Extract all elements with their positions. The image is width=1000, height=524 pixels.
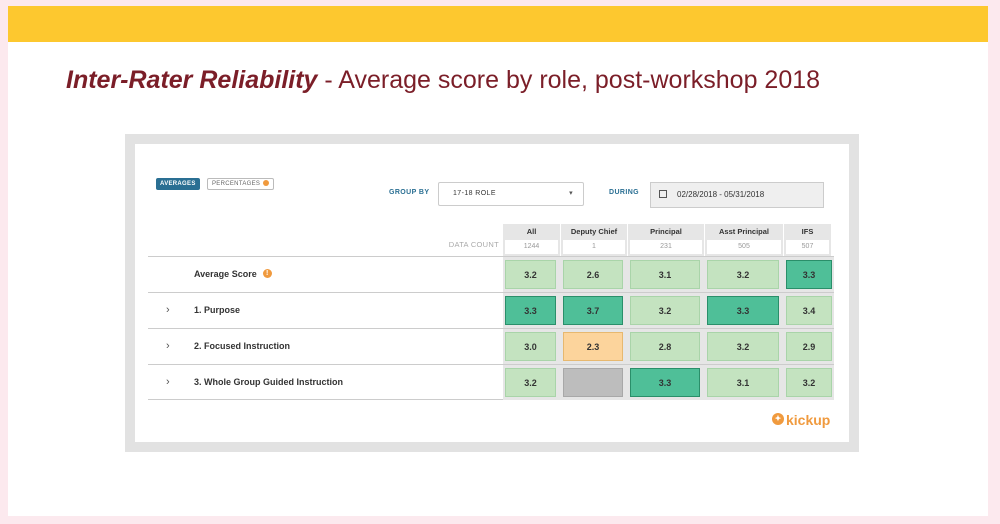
- score-cell: 2.9: [786, 332, 832, 361]
- chevron-right-icon[interactable]: ›: [166, 340, 170, 352]
- percentages-label: PERCENTAGES: [212, 181, 261, 187]
- column-count: 231: [630, 240, 702, 254]
- screenshot-frame: AVERAGES PERCENTAGES GROUP BY 17-18 ROLE…: [125, 134, 859, 452]
- averages-button[interactable]: AVERAGES: [156, 178, 200, 190]
- kickup-logo: ✦ kickup: [772, 412, 830, 428]
- score-cell: 3.3: [630, 368, 700, 397]
- score-cell: 3.3: [707, 296, 779, 325]
- page-title: Inter-Rater Reliability - Average score …: [66, 66, 820, 95]
- table-row-purpose[interactable]: › 1. Purpose 3.3 3.7 3.2 3.3 3.4: [148, 292, 834, 328]
- column-name: Asst Principal: [718, 227, 770, 236]
- column-header-deputy-chief[interactable]: Deputy Chief 1: [561, 224, 627, 256]
- top-banner: [8, 6, 988, 42]
- column-name: IFS: [801, 227, 814, 236]
- data-count-label: DATA COUNT: [448, 240, 499, 249]
- column-header-principal[interactable]: Principal 231: [628, 224, 704, 256]
- group-by-label: GROUP BY: [389, 189, 430, 196]
- column-name: Principal: [650, 227, 682, 236]
- percentages-button[interactable]: PERCENTAGES: [207, 178, 275, 190]
- score-cell: 3.1: [630, 260, 700, 289]
- score-cell: 2.3: [563, 332, 623, 361]
- row-label: 2. Focused Instruction: [194, 341, 291, 351]
- chevron-right-icon[interactable]: ›: [166, 376, 170, 388]
- during-label: DURING: [609, 189, 640, 196]
- table-row-average-score: Average Score! 3.2 2.6 3.1 3.2 3.3: [148, 256, 834, 292]
- title-bold: Inter-Rater Reliability: [66, 66, 318, 94]
- column-name: Deputy Chief: [570, 227, 618, 236]
- table-row-focused-instruction[interactable]: › 2. Focused Instruction 3.0 2.3 2.8 3.2…: [148, 328, 834, 364]
- column-count: 1: [563, 240, 625, 254]
- score-cell: 3.4: [786, 296, 832, 325]
- column-count: 505: [707, 240, 781, 254]
- group-by-value: 17-18 ROLE: [453, 190, 496, 197]
- score-cell: 3.3: [786, 260, 832, 289]
- score-cell-empty: [563, 368, 623, 397]
- score-cell: 3.2: [630, 296, 700, 325]
- score-cell: 3.2: [505, 260, 556, 289]
- score-cell: 2.8: [630, 332, 700, 361]
- score-cell: 3.7: [563, 296, 623, 325]
- score-cell: 3.2: [786, 368, 832, 397]
- column-count: 1244: [505, 240, 558, 254]
- score-cell: 3.1: [707, 368, 779, 397]
- dashboard-panel: AVERAGES PERCENTAGES GROUP BY 17-18 ROLE…: [135, 144, 849, 442]
- score-cell: 2.6: [563, 260, 623, 289]
- row-label: Average Score!: [194, 257, 272, 292]
- date-range-value: 02/28/2018 - 05/31/2018: [677, 190, 765, 199]
- score-cell: 3.2: [707, 332, 779, 361]
- row-label: 3. Whole Group Guided Instruction: [194, 377, 343, 387]
- info-dot-icon: [263, 180, 270, 187]
- column-header-all[interactable]: All 1244: [503, 224, 560, 256]
- column-name: All: [526, 227, 537, 236]
- row-label: 1. Purpose: [194, 305, 241, 315]
- calendar-icon: [659, 189, 667, 198]
- score-cell: 3.2: [707, 260, 779, 289]
- date-range-field[interactable]: 02/28/2018 - 05/31/2018: [650, 182, 824, 208]
- score-cell: 3.2: [505, 368, 556, 397]
- chevron-down-icon: ▾: [569, 190, 573, 197]
- table-row-whole-group-guided-instruction[interactable]: › 3. Whole Group Guided Instruction 3.2 …: [148, 364, 834, 400]
- column-count: 507: [786, 240, 829, 254]
- column-header-asst-principal[interactable]: Asst Principal 505: [705, 224, 783, 256]
- title-rest: - Average score by role, post-workshop 2…: [317, 66, 821, 94]
- score-cell: 3.0: [505, 332, 556, 361]
- runner-icon: ✦: [772, 413, 784, 426]
- chevron-right-icon[interactable]: ›: [166, 304, 170, 316]
- info-icon[interactable]: !: [262, 269, 272, 279]
- score-cell: 3.3: [505, 296, 556, 325]
- column-header-ifs[interactable]: IFS 507: [784, 224, 831, 256]
- slide: Inter-Rater Reliability - Average score …: [8, 6, 988, 516]
- group-by-select[interactable]: 17-18 ROLE ▾: [438, 182, 584, 206]
